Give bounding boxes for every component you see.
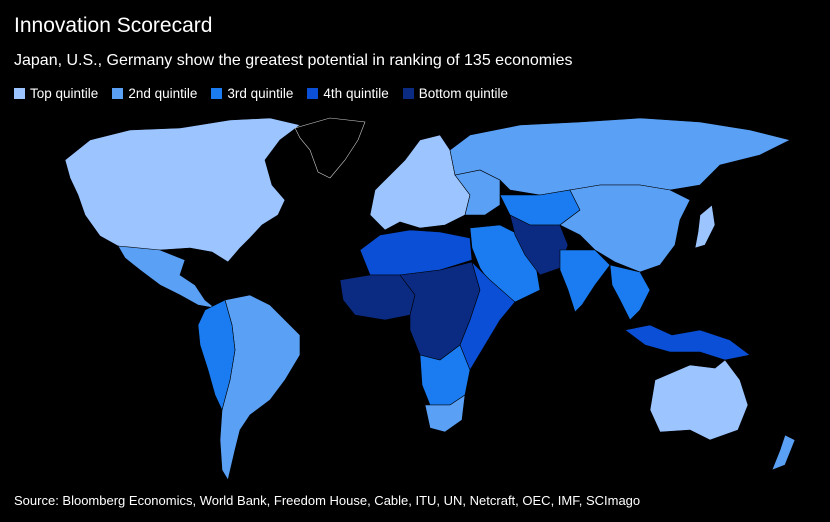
region-southeast-asia	[609, 264, 651, 321]
legend-item-top: Top quintile	[14, 86, 98, 101]
legend-label: 2nd quintile	[128, 86, 198, 101]
region-australia	[649, 359, 749, 441]
region-north-america	[64, 117, 301, 263]
region-andes	[197, 299, 236, 411]
region-east-africa	[459, 260, 516, 371]
world-map	[64, 117, 796, 481]
region-new-zealand	[771, 434, 796, 471]
legend-item-4th: 4th quintile	[307, 86, 389, 101]
legend-item-3rd: 3rd quintile	[211, 86, 293, 101]
legend-swatch	[14, 88, 25, 99]
source-note: Source: Bloomberg Economics, World Bank,…	[14, 493, 641, 508]
region-japan	[694, 204, 716, 249]
region-china	[559, 184, 691, 273]
legend: Top quintile 2nd quintile 3rd quintile 4…	[14, 86, 508, 101]
legend-item-bottom: Bottom quintile	[402, 86, 509, 101]
region-greenland	[294, 117, 366, 179]
chart-title: Innovation Scorecard	[14, 14, 213, 37]
region-mexico-central-america	[117, 245, 216, 309]
region-west-africa	[339, 274, 416, 321]
region-south-africa	[424, 394, 466, 433]
legend-item-2nd: 2nd quintile	[112, 86, 197, 101]
legend-label: Bottom quintile	[418, 86, 509, 101]
legend-label: Top quintile	[30, 86, 99, 101]
legend-label: 3rd quintile	[227, 86, 294, 101]
legend-swatch	[211, 88, 223, 99]
legend-swatch	[112, 88, 124, 99]
region-indonesia	[624, 324, 751, 361]
legend-swatch	[307, 88, 319, 99]
legend-swatch	[402, 88, 414, 99]
region-russia	[449, 117, 791, 196]
region-india	[559, 249, 611, 313]
chart-subtitle: Japan, U.S., Germany show the greatest p…	[14, 52, 573, 69]
legend-label: 4th quintile	[323, 86, 389, 101]
region-south-america	[219, 294, 301, 481]
